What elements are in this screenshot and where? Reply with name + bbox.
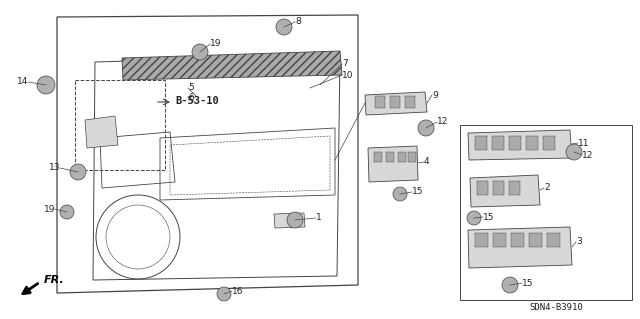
Bar xyxy=(493,233,506,247)
Circle shape xyxy=(217,287,231,301)
Bar xyxy=(390,96,400,108)
Circle shape xyxy=(60,205,74,219)
Bar xyxy=(408,152,416,162)
Text: 11: 11 xyxy=(578,138,589,147)
Polygon shape xyxy=(122,51,342,80)
Polygon shape xyxy=(470,175,540,207)
Text: 15: 15 xyxy=(522,278,534,287)
Text: 15: 15 xyxy=(483,212,495,221)
Bar xyxy=(475,233,488,247)
Bar xyxy=(529,233,542,247)
Bar xyxy=(475,136,487,150)
Text: SDN4-B3910: SDN4-B3910 xyxy=(529,303,583,313)
Bar xyxy=(526,136,538,150)
Bar xyxy=(375,96,385,108)
Polygon shape xyxy=(365,92,427,115)
Polygon shape xyxy=(468,227,572,268)
Circle shape xyxy=(502,277,518,293)
Bar xyxy=(492,136,504,150)
Bar xyxy=(460,125,632,300)
Bar xyxy=(543,136,555,150)
Bar xyxy=(374,152,382,162)
Polygon shape xyxy=(274,213,305,228)
Text: 1: 1 xyxy=(316,213,322,222)
Text: 3: 3 xyxy=(576,238,582,247)
Circle shape xyxy=(37,76,55,94)
Text: 12: 12 xyxy=(437,117,449,127)
Polygon shape xyxy=(368,146,418,182)
Text: 6: 6 xyxy=(188,93,194,101)
Bar xyxy=(511,233,524,247)
Bar xyxy=(477,181,488,195)
Text: B-53-10: B-53-10 xyxy=(175,96,219,106)
Bar xyxy=(509,136,521,150)
Text: 12: 12 xyxy=(582,151,593,160)
Bar xyxy=(405,96,415,108)
Bar xyxy=(386,152,394,162)
Text: 19: 19 xyxy=(210,40,221,48)
Text: FR.: FR. xyxy=(44,275,65,285)
Text: 13: 13 xyxy=(49,164,60,173)
Text: 19: 19 xyxy=(44,204,55,213)
Text: 16: 16 xyxy=(232,286,243,295)
Bar xyxy=(398,152,406,162)
Circle shape xyxy=(70,164,86,180)
Polygon shape xyxy=(85,116,118,148)
Text: 8: 8 xyxy=(295,18,301,26)
Text: 2: 2 xyxy=(544,183,550,192)
Bar xyxy=(75,80,165,170)
Text: 14: 14 xyxy=(17,78,28,86)
Text: 5: 5 xyxy=(188,84,194,93)
Circle shape xyxy=(276,19,292,35)
Circle shape xyxy=(566,144,582,160)
Circle shape xyxy=(467,211,481,225)
Bar xyxy=(509,181,520,195)
Circle shape xyxy=(192,44,208,60)
Circle shape xyxy=(418,120,434,136)
Text: 15: 15 xyxy=(412,188,424,197)
Text: 4: 4 xyxy=(424,158,429,167)
Polygon shape xyxy=(468,130,572,160)
Bar xyxy=(547,233,560,247)
Text: 10: 10 xyxy=(342,70,353,79)
Text: 7: 7 xyxy=(342,60,348,69)
Bar xyxy=(493,181,504,195)
Text: 9: 9 xyxy=(432,91,438,100)
Circle shape xyxy=(287,212,303,228)
Circle shape xyxy=(393,187,407,201)
